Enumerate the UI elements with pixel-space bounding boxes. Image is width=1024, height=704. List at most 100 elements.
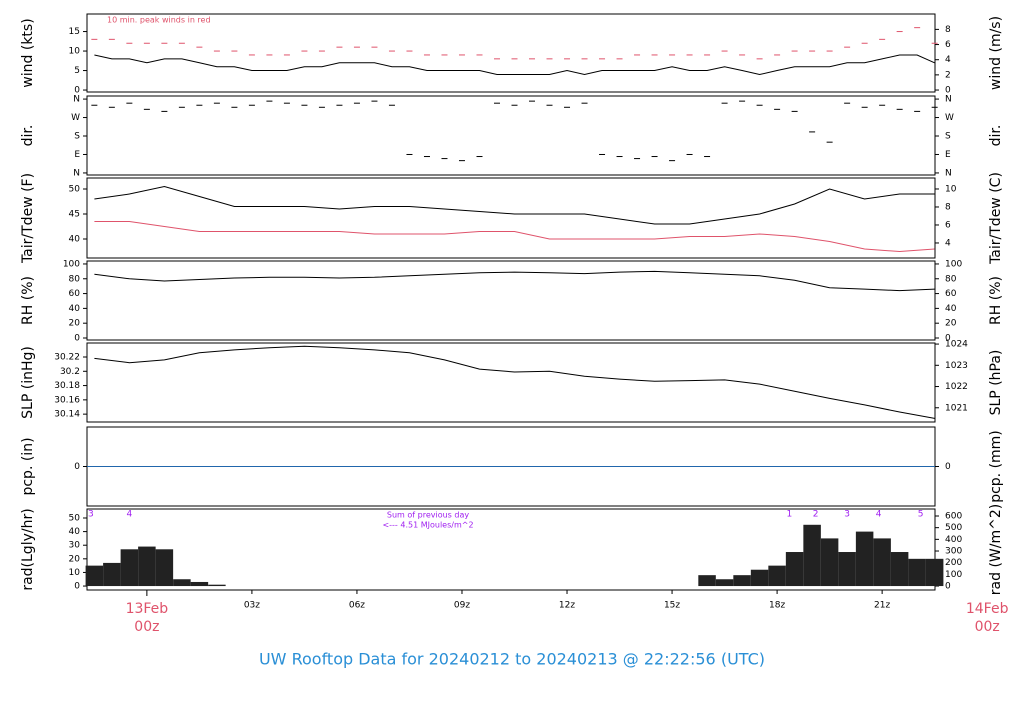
y2-axis-label: pcp. (mm) [988,430,1004,503]
y2-tick-label: S [945,132,951,142]
y2-tick-label: 1023 [945,361,968,371]
bar [820,538,839,587]
y-tick-label: 40 [69,304,81,314]
y-tick-label: 0 [74,86,80,96]
bar [785,552,804,587]
y2-tick-label: 300 [945,547,962,557]
panel-frame [86,177,936,259]
hour-mark: 5 [918,510,924,520]
x-tick-label: 09z [454,601,470,611]
y2-tick-label: 0 [945,86,951,96]
hour-mark: 4 [876,510,882,520]
y-tick-label: 50 [69,185,81,195]
y2-axis-label: Tair/Tdew (C) [988,172,1004,265]
y-tick-label: 10 [69,47,81,57]
x-tick-label: 18z [769,601,785,611]
hour-mark: 3 [844,510,850,520]
y2-tick-label: 0 [945,462,951,472]
y-tick-label: 45 [69,210,80,220]
y-tick-label: 50 [69,513,81,523]
y-tick-label: 0 [74,334,80,344]
y-tick-label: S [74,132,80,142]
bar [873,538,891,587]
y-axis-label: Tair/Tdew (F) [20,173,36,264]
y2-tick-label: N [945,95,952,105]
y-axis-label: wind (kts) [20,18,36,87]
y-tick-label: 80 [69,274,81,284]
y-tick-label: N [73,95,80,105]
y2-tick-label: 200 [945,558,962,568]
y2-tick-label: 100 [945,570,962,580]
y2-axis-label: SLP (hPa) [988,350,1004,416]
bar [103,562,121,587]
x-tick-label: 15z [664,601,680,611]
panel-frame [86,508,936,591]
y2-axis-label: rad (W/m^2) [988,504,1004,595]
day-label: 13Feb [126,601,169,617]
bar [750,569,769,587]
y-axis-label: SLP (inHg) [20,346,36,419]
panel-frame [86,342,936,423]
y-axis-label: rad(Lgly/hr) [20,508,36,590]
y-tick-label: 5 [74,66,80,76]
y-tick-label: 20 [69,319,81,329]
y2-tick-label: 6 [945,220,951,230]
bar [803,524,821,587]
y2-tick-label: E [945,150,951,160]
y2-tick-label: 1022 [945,382,968,392]
y-tick-label: 0 [74,582,80,592]
y2-tick-label: W [945,113,954,123]
y-tick-label: 15 [69,27,80,37]
bar [190,581,209,587]
bar [698,575,716,587]
annotation: 10 min. peak winds in red [107,16,211,25]
bar [838,552,856,587]
y2-axis-label: dir. [988,125,1004,147]
hour-mark: 1 [786,510,792,520]
y2-tick-label: 20 [945,319,957,329]
y2-tick-label: 500 [945,523,962,533]
panel-frame [86,260,936,341]
y-axis-label: pcp. (in) [20,437,36,495]
y-tick-label: 0 [74,462,80,472]
bar [208,584,226,587]
bar [768,565,786,587]
y-tick-label: 10 [69,568,81,578]
day-label: 14Feb [966,601,1009,617]
bar [733,575,751,587]
y2-tick-label: 60 [945,289,957,299]
x-tick-label: 21z [874,601,890,611]
day-hour-label: 00z [134,619,159,635]
y-tick-label: 100 [63,259,80,269]
y-tick-label: 20 [69,554,81,564]
y-axis-label: dir. [20,125,36,147]
bar [85,565,104,587]
series-line [94,345,935,419]
y-axis-label: RH (%) [20,276,36,325]
y2-tick-label: 1021 [945,403,968,413]
y2-tick-label: 4 [945,238,951,248]
y2-tick-label: 100 [945,259,962,269]
y-tick-label: N [73,168,80,178]
y2-tick-label: 8 [945,202,951,212]
y2-tick-label: N [945,168,952,178]
y2-tick-label: 8 [945,25,951,35]
y-tick-label: 30.22 [54,353,80,363]
y2-tick-label: 4 [945,55,951,65]
y2-tick-label: 0 [945,334,951,344]
chart-title: UW Rooftop Data for 20240212 to 20240213… [259,650,765,669]
y-tick-label: 30.18 [54,381,80,391]
bar [173,579,191,587]
panel-frame [86,13,936,93]
bar [855,531,874,587]
series-line [94,185,935,225]
y-tick-label: 30.16 [54,395,80,405]
bar [925,558,944,587]
y2-tick-label: 600 [945,512,962,522]
panel-frame [86,95,936,176]
y2-tick-label: 40 [945,304,957,314]
x-tick-label: 03z [244,601,260,611]
y-tick-label: 30.2 [60,367,80,377]
hour-mark: 3 [88,510,94,520]
